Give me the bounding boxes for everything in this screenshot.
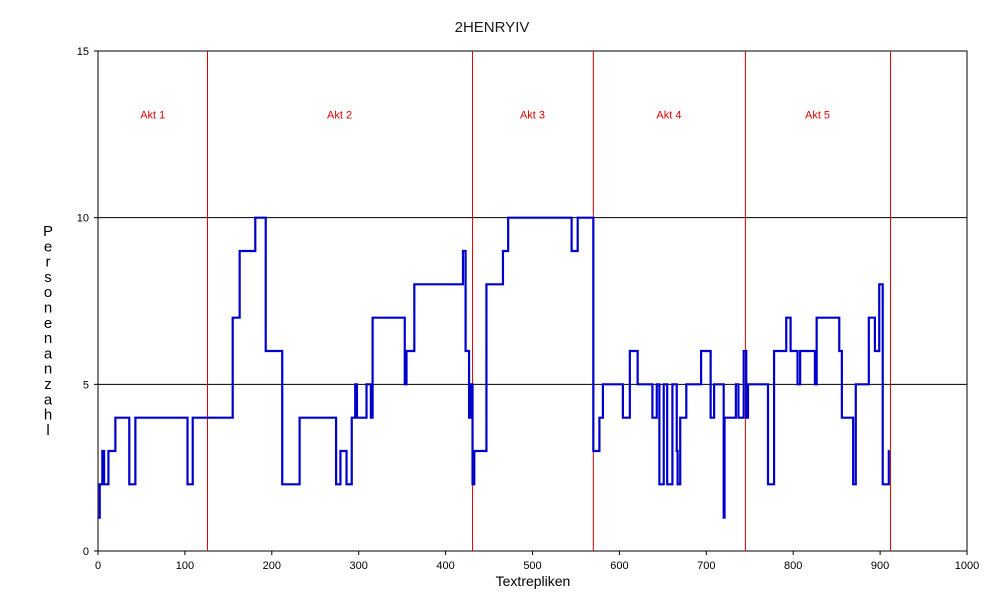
x-tick-label-100: 100	[176, 560, 194, 572]
act-label-layer: Akt 1 Akt 2 Akt 3 Akt 4 Akt 5	[140, 109, 830, 121]
y-tick-label-10: 10	[77, 213, 89, 225]
y-tick-label-5: 5	[83, 379, 89, 391]
y-axis-label-char: h	[44, 407, 52, 424]
y-axis-label-char: e	[44, 315, 52, 332]
y-axis-label-char: P	[43, 223, 53, 240]
act-label-3: Akt 3	[520, 109, 545, 121]
y-axis-label-char: r	[46, 254, 51, 271]
x-tick-label-300: 300	[350, 560, 368, 572]
y-axis-label-char: n	[44, 330, 52, 347]
x-tick-label-900: 900	[871, 560, 889, 572]
y-axis-label-char: s	[44, 269, 52, 286]
x-tick-label-600: 600	[610, 560, 628, 572]
y-axis-label-char: a	[44, 391, 53, 408]
y-axis-label-char: a	[44, 345, 53, 362]
x-tick-label-1000: 1000	[955, 560, 979, 572]
tick-layer: 0 100 200 300 400 500 600 700 800 900 1000 0 5 10 15	[77, 46, 979, 572]
y-axis-label-char: z	[44, 376, 52, 393]
x-tick-label-500: 500	[523, 560, 541, 572]
y-tick-label-0: 0	[83, 546, 89, 558]
x-tick-label-400: 400	[436, 560, 454, 572]
y-axis-label-char: e	[44, 238, 52, 255]
x-tick-label-700: 700	[697, 560, 715, 572]
act-label-4: Akt 4	[656, 109, 681, 121]
act-label-5: Akt 5	[805, 109, 830, 121]
series-line-1	[98, 216, 890, 519]
x-axis-label: Textrepliken	[496, 573, 571, 589]
chart-title: 2HENRYIV	[455, 19, 530, 36]
y-axis-label-char: o	[44, 284, 52, 301]
act-label-2: Akt 2	[327, 109, 352, 121]
x-tick-label-200: 200	[263, 560, 281, 572]
act-label-1: Akt 1	[140, 109, 165, 121]
y-tick-label-15: 15	[77, 46, 89, 58]
x-tick-label-800: 800	[784, 560, 802, 572]
plot-frame	[97, 50, 968, 552]
y-axis-label-char: l	[46, 422, 49, 439]
series-layer	[98, 216, 890, 519]
x-tick-label-0: 0	[95, 560, 101, 572]
y-axis-label-char: n	[44, 300, 52, 317]
y-axis-label-char: n	[44, 361, 52, 378]
